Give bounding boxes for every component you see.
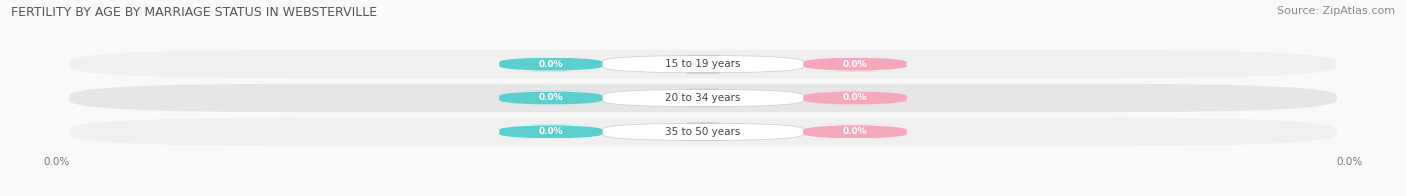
Text: FERTILITY BY AGE BY MARRIAGE STATUS IN WEBSTERVILLE: FERTILITY BY AGE BY MARRIAGE STATUS IN W…	[11, 6, 377, 19]
FancyBboxPatch shape	[69, 118, 1337, 146]
FancyBboxPatch shape	[803, 125, 907, 139]
Text: 0.0%: 0.0%	[842, 93, 868, 103]
Text: 0.0%: 0.0%	[538, 60, 564, 69]
FancyBboxPatch shape	[69, 50, 1337, 78]
Text: Source: ZipAtlas.com: Source: ZipAtlas.com	[1277, 6, 1395, 16]
FancyBboxPatch shape	[603, 123, 803, 141]
Text: 0.0%: 0.0%	[842, 60, 868, 69]
Text: 20 to 34 years: 20 to 34 years	[665, 93, 741, 103]
FancyBboxPatch shape	[499, 125, 603, 139]
FancyBboxPatch shape	[803, 91, 907, 105]
FancyBboxPatch shape	[69, 84, 1337, 112]
Text: 35 to 50 years: 35 to 50 years	[665, 127, 741, 137]
Text: 0.0%: 0.0%	[538, 93, 564, 103]
Text: 15 to 19 years: 15 to 19 years	[665, 59, 741, 69]
FancyBboxPatch shape	[499, 57, 603, 71]
FancyBboxPatch shape	[499, 91, 603, 105]
FancyBboxPatch shape	[603, 89, 803, 107]
FancyBboxPatch shape	[603, 55, 803, 73]
Text: 0.0%: 0.0%	[538, 127, 564, 136]
Text: 0.0%: 0.0%	[842, 127, 868, 136]
FancyBboxPatch shape	[803, 57, 907, 71]
